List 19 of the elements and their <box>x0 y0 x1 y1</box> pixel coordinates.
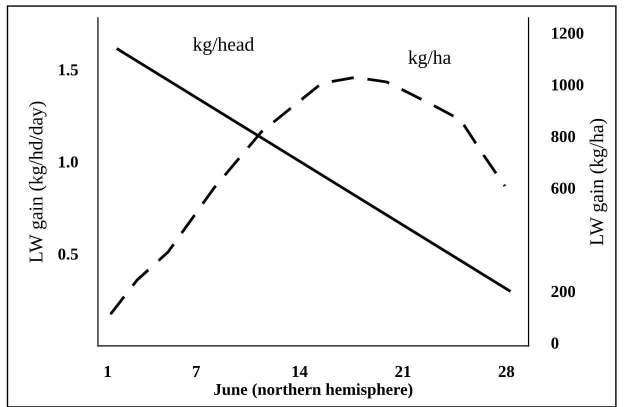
x-tick-label: 14 <box>292 366 308 377</box>
y2-tick-label: 600 <box>551 182 576 194</box>
y-tick-label: 0.5 <box>58 248 78 260</box>
x-tick-label: 1 <box>104 366 111 377</box>
y2-tick-label: 0 <box>551 338 558 349</box>
series-label: kg/head <box>193 37 254 55</box>
y-tick-label: 1.0 <box>59 156 78 168</box>
x-tick-label: 21 <box>395 366 410 377</box>
x-tick-label: 7 <box>192 366 200 377</box>
y2-tick-label: 1200 <box>552 28 584 39</box>
x-tick-label: 28 <box>498 366 514 378</box>
y2-tick-label: 200 <box>551 286 576 298</box>
y2-axis-title: LW gain (kg/ha) <box>590 118 608 246</box>
y-tick-label: 1.5 <box>59 64 78 76</box>
y-axis-title: LW gain (kg/hd/day) <box>28 102 47 263</box>
x-axis-title: June (northern hemisphere) <box>214 383 412 398</box>
y2-tick-label: 1000 <box>552 79 584 90</box>
y2-tick-label: 800 <box>551 130 576 142</box>
series-label: kg/ha <box>408 50 451 68</box>
